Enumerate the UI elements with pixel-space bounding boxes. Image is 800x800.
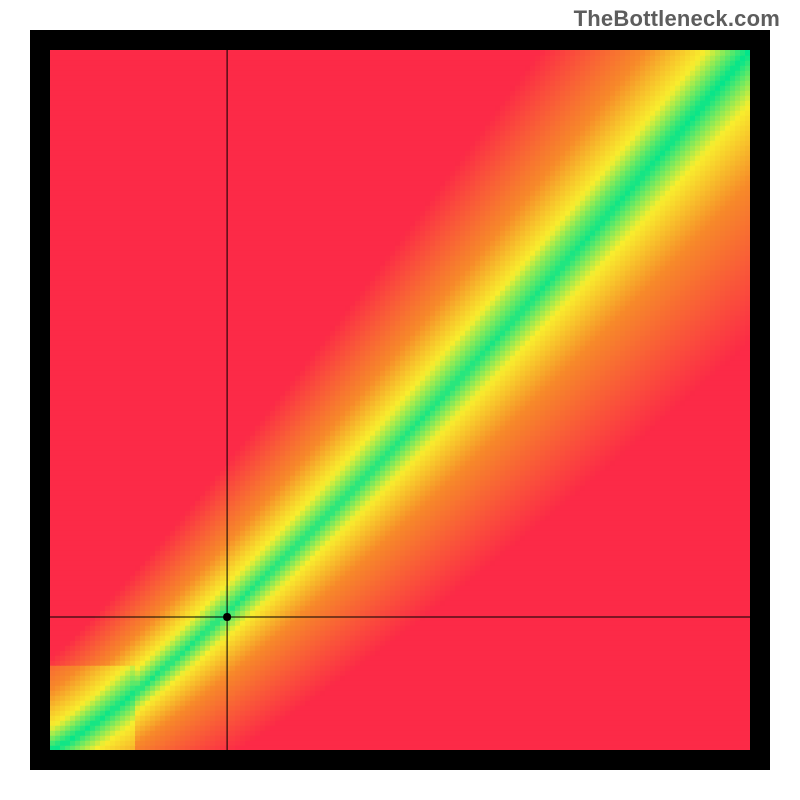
chart-container: TheBottleneck.com [0, 0, 800, 800]
outer-frame [30, 30, 770, 770]
watermark-text: TheBottleneck.com [574, 6, 780, 32]
heatmap-canvas [50, 50, 750, 750]
